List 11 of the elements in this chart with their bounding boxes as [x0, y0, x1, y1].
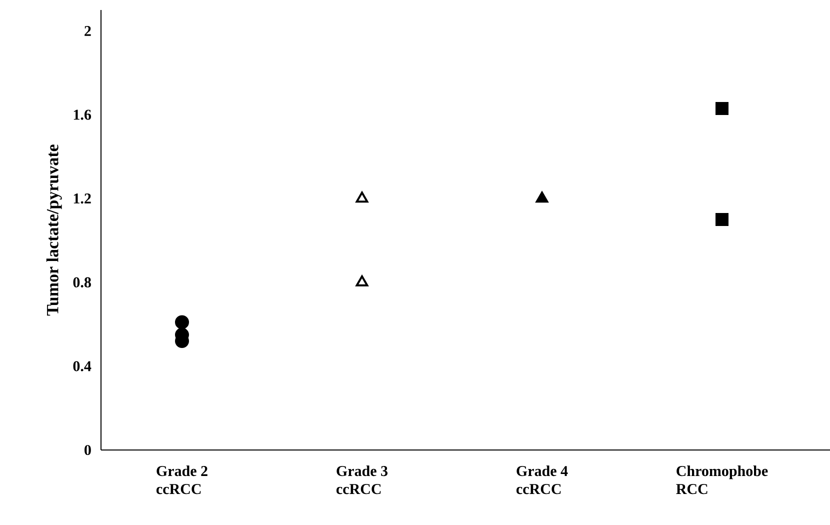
- y-tick-label: 0: [84, 444, 91, 456]
- x-tick-label: Grade 3 ccRCC: [336, 466, 388, 494]
- y-tick-label: 0.4: [73, 361, 92, 372]
- y-axis-title: Tumor lactate/pyruvate: [46, 144, 62, 316]
- y-tick-label: 1.2: [74, 194, 91, 204]
- x-tick-label: Chromophobe RCC: [676, 466, 768, 494]
- y-tick-label: 1.6: [74, 110, 92, 120]
- y-tick-label: 0.8: [73, 277, 91, 288]
- y-tick-label: 2: [84, 26, 91, 36]
- x-tick-label: Grade 4 ccRCC: [516, 466, 568, 494]
- x-tick-label: Grade 2 ccRCC: [156, 466, 208, 494]
